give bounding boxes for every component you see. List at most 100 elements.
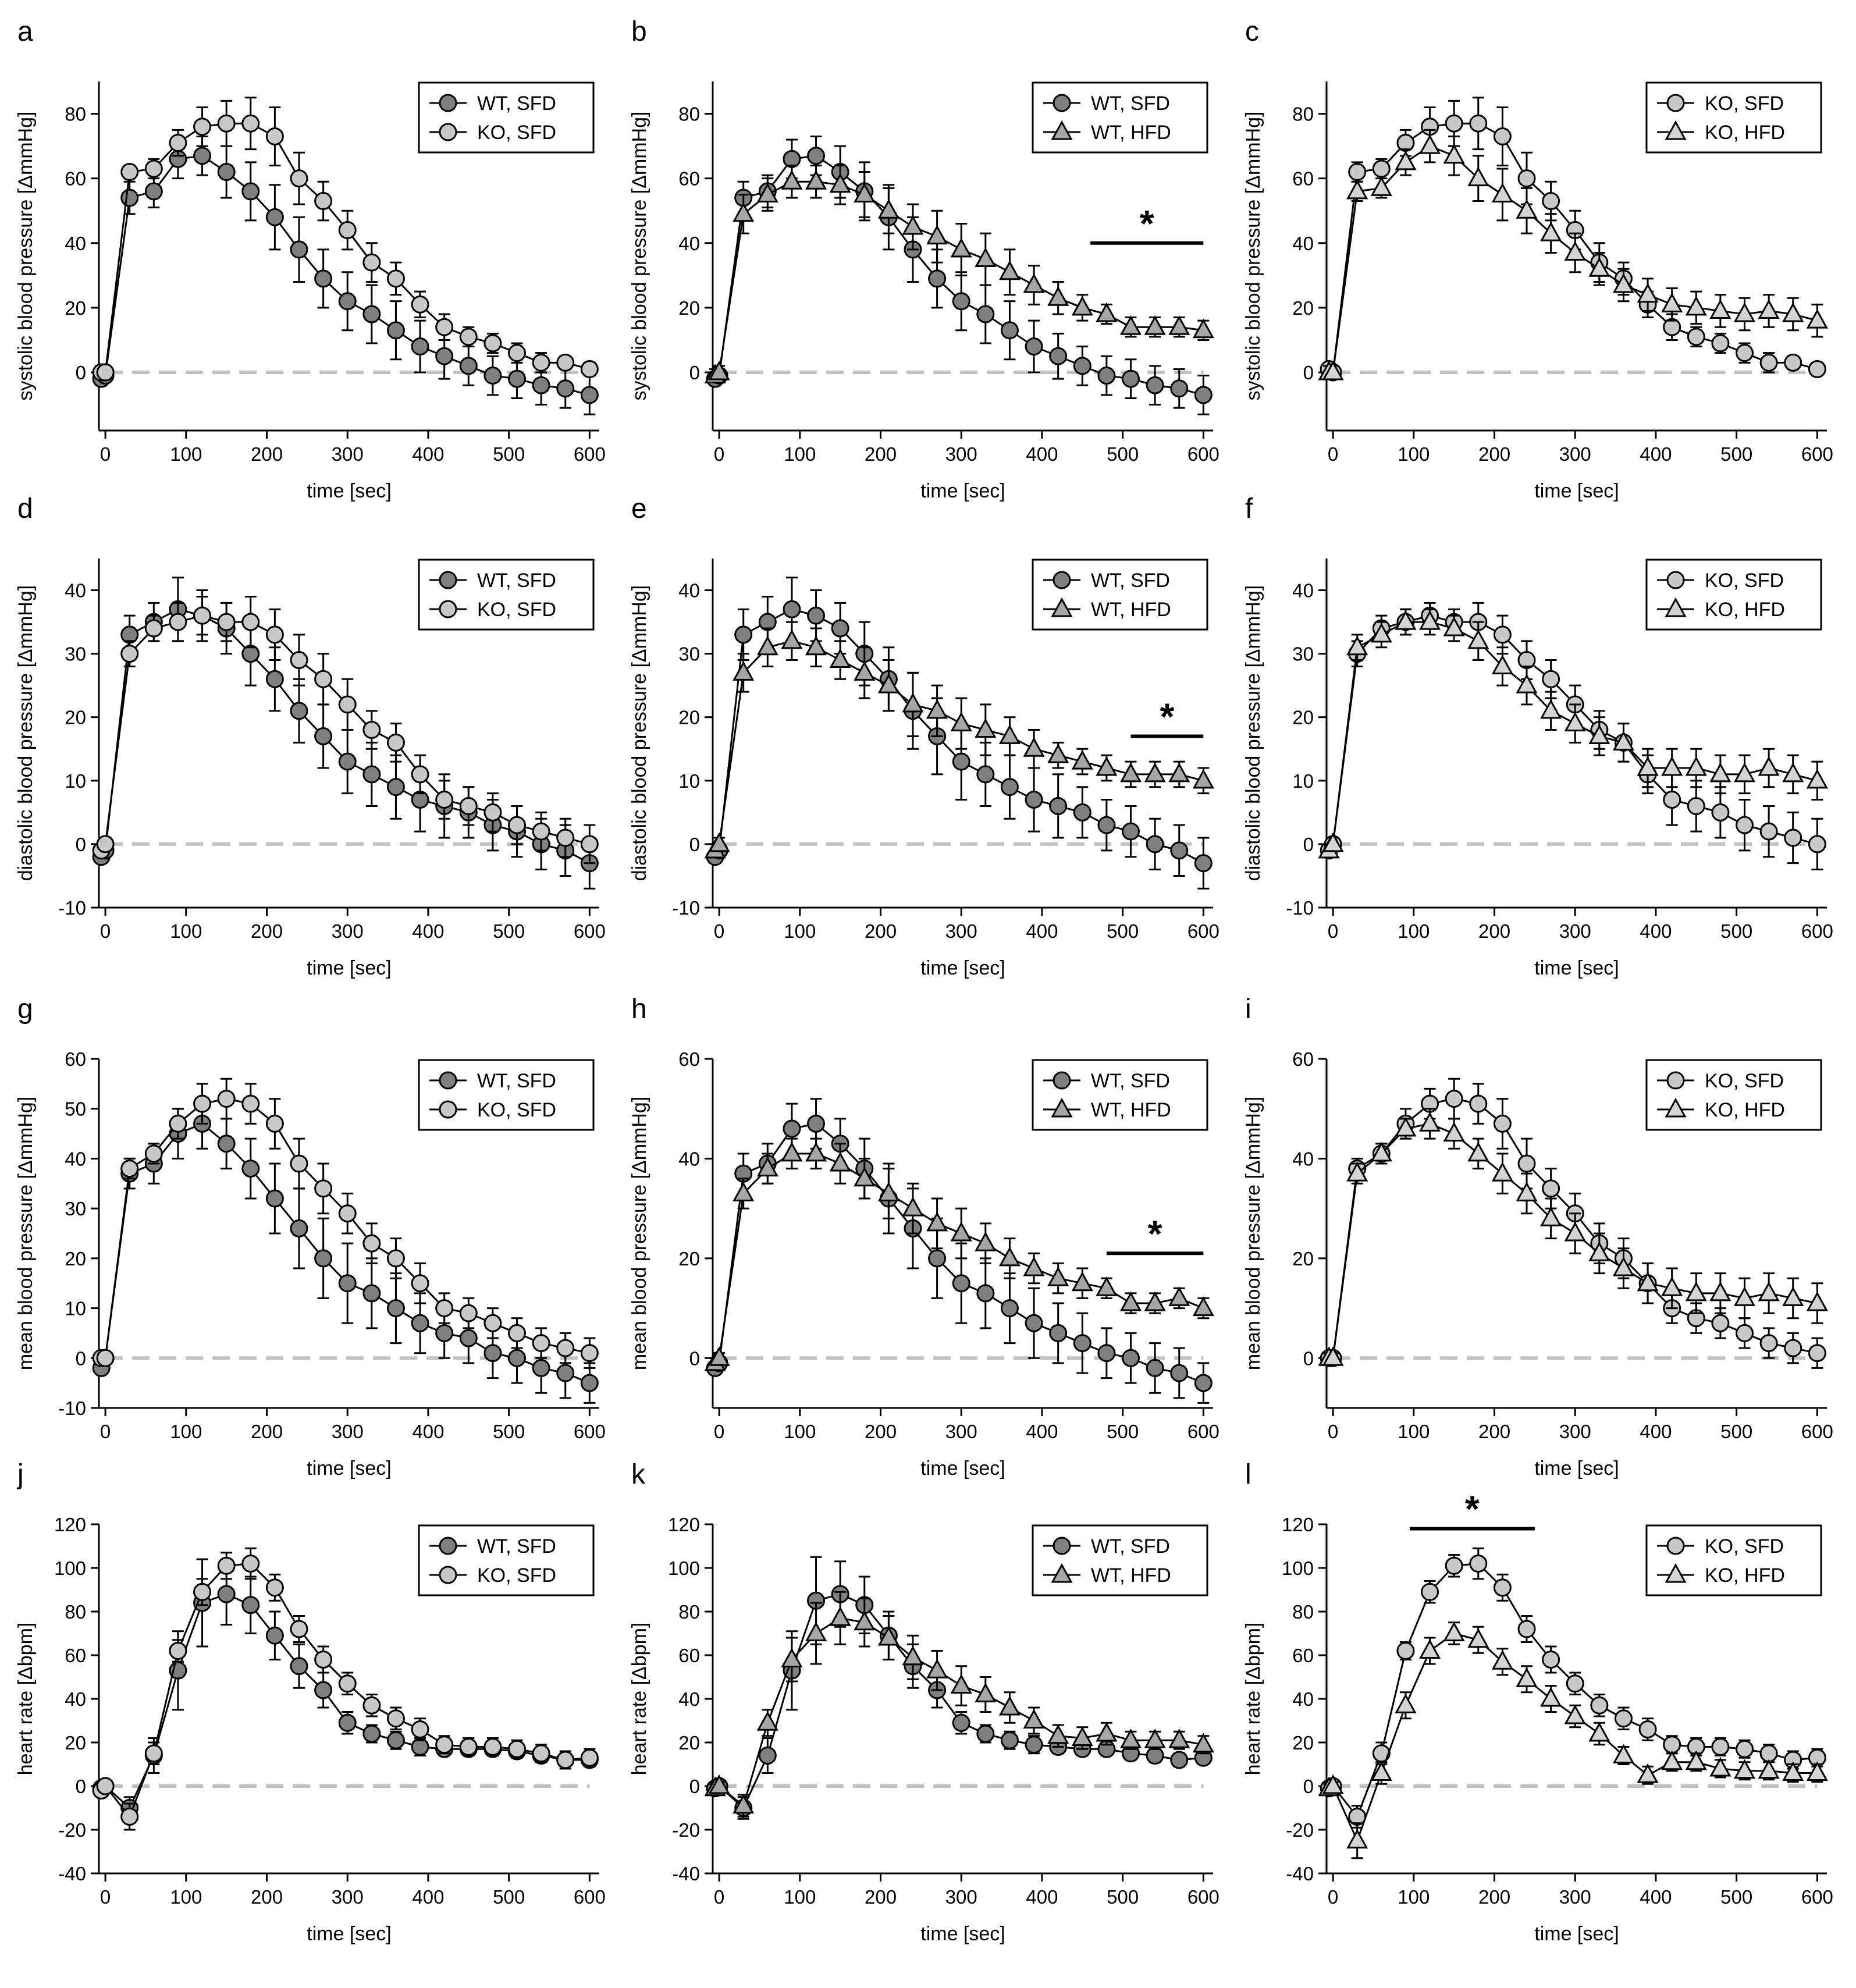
data-point-triangle <box>1346 1162 1368 1182</box>
data-point-circle <box>1000 1731 1019 1749</box>
data-point-triangle <box>1346 1829 1368 1849</box>
data-point-circle <box>338 1713 357 1732</box>
data-point-triangle <box>877 1182 899 1201</box>
data-point-circle <box>1122 1349 1140 1367</box>
y-tick-label: 100 <box>54 1557 86 1579</box>
data-point-triangle <box>1168 1286 1190 1306</box>
x-tick-label: 500 <box>493 1886 525 1908</box>
data-point-triangle <box>1119 315 1142 335</box>
y-axis-label: mean blood pressure [ΔmmHg] <box>1242 1097 1264 1371</box>
data-point-triangle <box>1168 762 1190 783</box>
legend-label: WT, SFD <box>477 570 556 592</box>
data-point-triangle <box>1661 1750 1683 1770</box>
y-tick-label: 60 <box>65 168 86 190</box>
x-axis-label: time [sec] <box>307 1457 391 1480</box>
legend-marker-circle <box>1666 94 1685 112</box>
x-tick-label: 0 <box>100 1886 111 1908</box>
data-point-circle <box>483 1344 502 1363</box>
data-point-triangle <box>998 1695 1021 1716</box>
data-point-circle <box>580 1748 599 1767</box>
y-tick-label: 50 <box>65 1098 86 1120</box>
legend-label: KO, HFD <box>1705 1099 1785 1121</box>
data-point-circle <box>386 1249 405 1268</box>
data-point-triangle <box>781 1141 803 1162</box>
x-tick-label: 0 <box>714 443 724 465</box>
data-point-triangle <box>998 260 1021 280</box>
series-line <box>101 122 590 374</box>
x-tick-label: 500 <box>493 1421 525 1442</box>
data-point-triangle <box>998 724 1021 744</box>
data-point-circle <box>435 1324 454 1342</box>
data-point-triangle <box>805 635 827 656</box>
y-tick-label: 40 <box>1292 580 1314 602</box>
data-point-circle <box>290 240 308 259</box>
x-tick-label: 300 <box>1559 920 1591 942</box>
data-point-circle <box>1445 114 1463 133</box>
data-point-circle <box>580 835 599 853</box>
data-point-circle <box>1542 670 1560 688</box>
data-point-circle <box>314 1179 333 1198</box>
data-point-triangle <box>926 225 948 245</box>
y-tick-label: 40 <box>65 580 86 602</box>
x-tick-label: 500 <box>1720 1886 1752 1908</box>
data-point-circle <box>976 765 995 784</box>
x-tick-label: 300 <box>332 1421 364 1442</box>
data-point-circle <box>1170 1364 1189 1382</box>
x-tick-label: 400 <box>1640 1886 1672 1908</box>
data-point-circle <box>1759 822 1778 841</box>
data-point-triangle <box>1612 731 1634 751</box>
data-point-circle <box>1663 791 1681 809</box>
data-point-circle <box>241 1596 260 1614</box>
data-point-circle <box>1049 1324 1068 1342</box>
data-point-triangle <box>854 661 876 681</box>
data-point-circle <box>169 134 187 152</box>
data-point-circle <box>314 1249 333 1268</box>
data-point-triangle <box>1588 257 1610 277</box>
data-point-circle <box>1542 1179 1560 1198</box>
data-point-circle <box>532 1334 550 1353</box>
data-point-circle <box>952 1713 970 1732</box>
data-point-triangle <box>1419 1112 1441 1132</box>
data-point-circle <box>483 367 502 385</box>
y-axis-label: systolic blood pressure [ΔmmHg] <box>15 112 37 401</box>
data-point-triangle <box>1370 623 1392 643</box>
data-point-triangle <box>733 202 755 222</box>
y-tick-label: 0 <box>689 1347 700 1369</box>
data-point-triangle <box>1709 762 1731 783</box>
data-point-circle <box>120 189 139 207</box>
y-tick-label: 20 <box>65 297 86 319</box>
data-point-circle <box>290 1219 308 1237</box>
x-tick-label: 600 <box>1187 1421 1219 1442</box>
x-tick-label: 500 <box>493 443 525 465</box>
y-tick-label: 40 <box>678 1148 700 1169</box>
data-point-triangle <box>1395 1694 1417 1713</box>
data-point-circle <box>193 118 212 136</box>
data-point-circle <box>217 163 236 182</box>
y-tick-label: 0 <box>689 834 700 855</box>
data-point-circle <box>1146 376 1164 394</box>
legend: WT, SFD WT, HFD <box>1032 559 1208 631</box>
data-point-circle <box>338 752 357 771</box>
data-point-circle <box>338 1674 357 1693</box>
x-tick-label: 600 <box>1187 920 1219 942</box>
data-point-triangle <box>1540 222 1562 241</box>
data-point-circle <box>1542 1651 1560 1669</box>
legend-label: KO, SFD <box>477 1099 556 1121</box>
data-point-circle <box>508 1324 527 1342</box>
y-tick-label: 40 <box>1292 1148 1314 1169</box>
x-tick-label: 500 <box>1720 443 1752 465</box>
y-tick-label: 20 <box>1292 707 1314 728</box>
x-tick-label: 100 <box>1398 920 1430 942</box>
legend-marker-circle <box>439 1566 457 1584</box>
x-tick-label: 600 <box>1187 1886 1219 1908</box>
y-tick-label: 60 <box>1292 168 1314 190</box>
x-axis-label: time [sec] <box>307 957 391 979</box>
y-tick-label: 0 <box>1303 1776 1314 1797</box>
data-point-circle <box>435 1736 454 1754</box>
series-wt-sfd <box>92 135 599 415</box>
x-tick-label: 100 <box>170 1886 202 1908</box>
legend-marker-circle <box>439 123 457 141</box>
series-line <box>1328 1632 1818 1843</box>
legend-label: WT, SFD <box>477 1535 556 1557</box>
legend-label: WT, SFD <box>477 93 556 115</box>
